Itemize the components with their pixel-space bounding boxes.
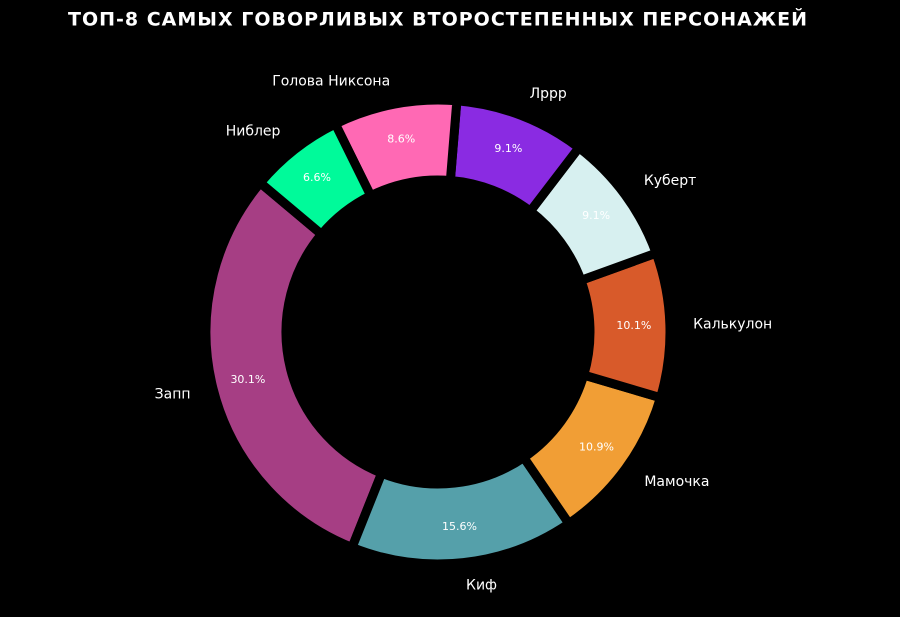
category-label: Киф [466,578,497,594]
category-label: Запп [155,386,191,402]
value-label: 10.9% [579,440,614,453]
value-label: 9.1% [494,142,522,155]
category-label: Голова Никсона [272,73,390,89]
value-label: 15.6% [442,520,477,533]
category-label: Ниблер [226,123,281,139]
value-label: 10.1% [616,319,651,332]
value-label: 9.1% [582,209,610,222]
wedge [253,117,377,241]
category-label: Мамочка [644,474,709,490]
category-label: Куберт [644,173,697,189]
chart-title: Топ-8 самых говорливых второстепенных пе… [68,8,808,31]
category-label: Калькулон [693,316,772,332]
wedge [201,176,388,554]
category-label: Лррр [530,86,567,102]
value-label: 8.6% [387,132,415,145]
value-label: 6.6% [303,171,331,184]
value-label: 30.1% [230,373,265,386]
